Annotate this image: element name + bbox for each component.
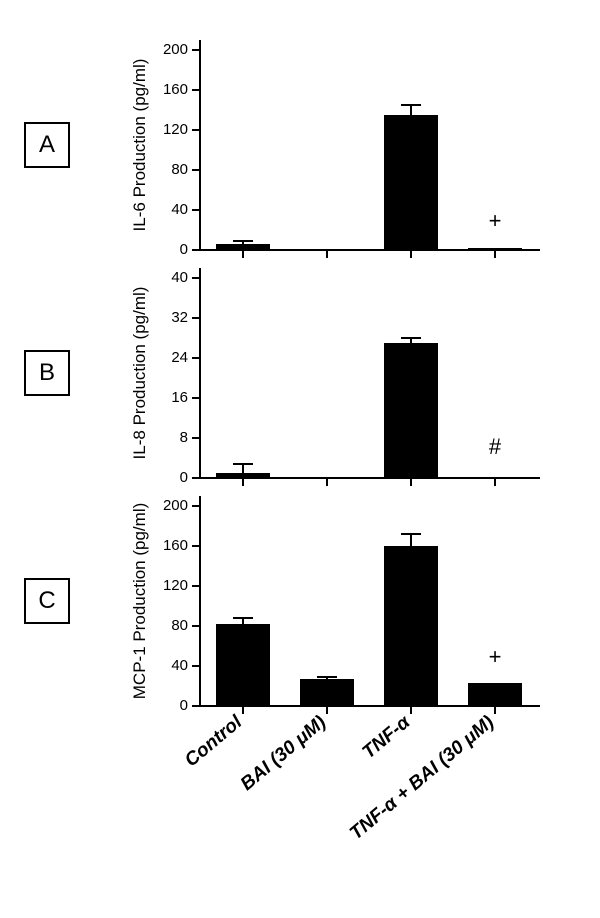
y-tick-label: 32 <box>171 309 188 326</box>
y-tick-label: 120 <box>163 121 188 138</box>
y-axis-label: IL-6 Production (pg/ml) <box>130 59 149 232</box>
panel-label-A: A <box>24 122 70 168</box>
category-label: Control <box>181 711 247 771</box>
bar <box>384 115 438 250</box>
category-label: TNF-α + BAI (30 μM) <box>346 712 498 844</box>
category-label: BAI (30 μM) <box>237 712 330 795</box>
bar <box>216 244 270 250</box>
y-tick-label: 0 <box>180 469 188 486</box>
y-tick-label: 24 <box>171 349 188 366</box>
y-tick-label: 40 <box>171 269 188 286</box>
y-tick-label: 160 <box>163 537 188 554</box>
y-tick-label: 160 <box>163 81 188 98</box>
bar <box>468 683 522 706</box>
bar <box>300 679 354 706</box>
y-tick-label: 16 <box>171 389 188 406</box>
panel-label-C: C <box>24 578 70 624</box>
annotation-symbol: + <box>489 644 502 669</box>
bar <box>300 249 354 250</box>
y-tick-label: 80 <box>171 161 188 178</box>
annotation-symbol: + <box>489 208 502 233</box>
y-tick-label: 40 <box>171 657 188 674</box>
figure-svg: 04080120160200IL-6 Production (pg/ml)+08… <box>0 0 600 918</box>
y-tick-label: 120 <box>163 577 188 594</box>
y-tick-label: 8 <box>180 429 188 446</box>
y-tick-label: 200 <box>163 497 188 514</box>
y-axis-label: IL-8 Production (pg/ml) <box>130 287 149 460</box>
y-axis-label: MCP-1 Production (pg/ml) <box>130 503 149 700</box>
y-tick-label: 0 <box>180 697 188 714</box>
bar <box>468 248 522 250</box>
category-label: TNF-α <box>359 711 416 763</box>
bar <box>384 343 438 478</box>
bar <box>216 624 270 706</box>
panel-label-B: B <box>24 350 70 396</box>
y-tick-label: 200 <box>163 41 188 58</box>
y-tick-label: 0 <box>180 241 188 258</box>
y-tick-label: 40 <box>171 201 188 218</box>
bar <box>384 546 438 706</box>
bar <box>216 473 270 478</box>
y-tick-label: 80 <box>171 617 188 634</box>
annotation-symbol: # <box>489 434 502 459</box>
